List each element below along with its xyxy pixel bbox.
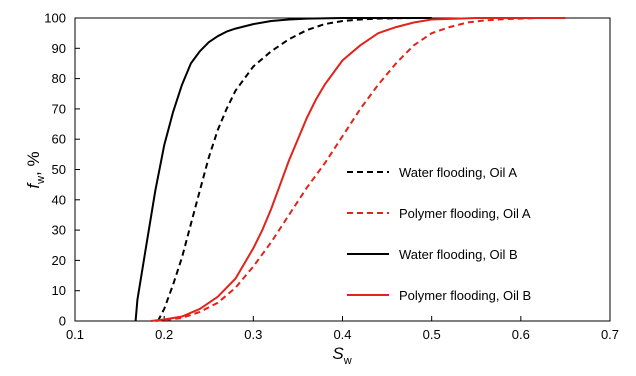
y-axis-title-suffix: , % [24,151,43,176]
legend-label: Polymer flooding, Oil A [399,206,531,221]
x-tick-label: 0.7 [601,327,619,342]
y-tick-label: 0 [59,314,66,329]
y-tick-label: 30 [52,223,66,238]
x-tick-label: 0.3 [244,327,262,342]
x-tick-label: 0.4 [333,327,351,342]
x-tick-label: 0.2 [155,327,173,342]
x-axis-title: Sw [332,344,351,367]
y-axis-title-sub: w [35,176,47,185]
legend: Water flooding, Oil A Polymer flooding, O… [347,165,531,303]
series-lines [134,17,566,322]
y-tick-label: 100 [44,11,66,26]
x-tick-label: 0.1 [66,327,84,342]
series-line-0 [157,17,432,322]
y-axis-title: fw, % [24,151,47,188]
series-line-3 [150,17,566,322]
y-tick-label: 60 [52,132,66,147]
y-tick-label: 90 [52,41,66,56]
y-tick-label: 40 [52,192,66,207]
y-axis-title-main: f [24,182,43,189]
plot-frame [74,17,611,322]
x-tick-label: 0.6 [512,327,530,342]
y-tick-label: 20 [52,253,66,268]
y-axis-ticks: 0 10 20 30 40 50 60 70 80 90 100 [44,11,80,329]
x-axis-ticks: 0.1 0.2 0.3 0.4 0.5 0.6 0.7 [66,316,619,342]
series-line-1 [155,17,566,322]
y-tick-label: 70 [52,101,66,116]
y-tick-label: 80 [52,71,66,86]
legend-label: Polymer flooding, Oil B [399,288,531,303]
x-tick-label: 0.5 [423,327,441,342]
legend-label: Water flooding, Oil B [399,247,518,262]
y-tick-label: 10 [52,283,66,298]
series-line-2 [134,17,432,322]
x-axis-title-sub: w [343,355,352,367]
y-tick-label: 50 [52,162,66,177]
x-axis-title-main: S [332,344,344,363]
legend-label: Water flooding, Oil A [399,165,517,180]
